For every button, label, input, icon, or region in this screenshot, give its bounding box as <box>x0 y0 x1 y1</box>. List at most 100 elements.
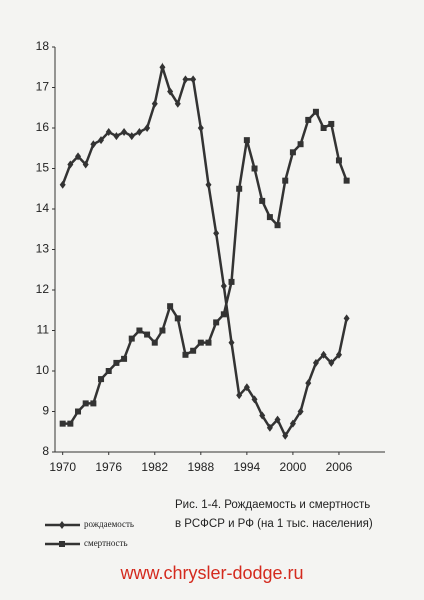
marker <box>274 415 281 424</box>
marker <box>105 128 112 137</box>
marker <box>197 124 204 132</box>
marker <box>228 338 235 347</box>
marker <box>328 120 335 127</box>
marker <box>220 311 227 318</box>
x-tick-label: 2000 <box>280 460 307 474</box>
marker <box>243 137 250 144</box>
marker <box>121 355 128 362</box>
marker <box>274 222 281 229</box>
marker <box>59 180 66 189</box>
marker <box>305 116 312 123</box>
marker <box>335 157 342 164</box>
marker <box>151 99 158 108</box>
y-tick-label: 10 <box>36 363 50 377</box>
marker <box>259 197 266 204</box>
marker <box>151 339 158 346</box>
marker <box>144 124 151 132</box>
x-tick-label: 2006 <box>326 460 353 474</box>
x-tick-label: 1976 <box>95 460 122 474</box>
marker <box>236 185 243 192</box>
marker <box>182 351 189 358</box>
y-tick-label: 15 <box>36 161 50 175</box>
x-tick-label: 1982 <box>141 460 168 474</box>
marker <box>190 347 197 354</box>
marker <box>82 400 89 407</box>
marker <box>259 411 266 420</box>
y-tick-label: 13 <box>36 242 50 256</box>
legend-label: смертность <box>84 538 128 548</box>
y-tick-label: 16 <box>36 120 50 134</box>
marker <box>59 420 66 427</box>
x-tick-label: 1994 <box>234 460 261 474</box>
marker <box>320 125 327 131</box>
marker <box>243 383 250 392</box>
marker <box>328 358 335 367</box>
marker <box>266 423 273 432</box>
marker <box>297 141 304 148</box>
marker <box>266 214 273 221</box>
y-tick-label: 11 <box>37 323 50 337</box>
marker <box>182 75 189 84</box>
marker <box>282 431 289 440</box>
marker <box>113 359 120 366</box>
caption: Рис. 1-4. Рождаемость и смертность <box>175 499 370 511</box>
legend-label: рождаемость <box>84 519 134 529</box>
marker <box>98 376 105 383</box>
marker <box>113 132 120 141</box>
y-tick-label: 8 <box>42 444 49 458</box>
marker <box>297 407 304 416</box>
y-tick-label: 14 <box>36 201 50 215</box>
watermark: www.chrysler-dodge.ru <box>119 563 303 583</box>
y-tick-label: 17 <box>36 80 50 94</box>
marker <box>174 315 181 322</box>
marker <box>289 419 296 428</box>
marker <box>251 395 258 404</box>
marker <box>159 63 166 72</box>
marker <box>251 165 258 172</box>
marker <box>343 177 350 184</box>
marker <box>121 128 128 137</box>
marker <box>205 180 212 189</box>
marker <box>213 319 220 326</box>
marker <box>136 128 143 137</box>
marker <box>167 87 174 96</box>
marker <box>128 132 135 141</box>
marker <box>67 420 74 427</box>
marker <box>320 350 327 359</box>
marker <box>105 368 112 374</box>
marker <box>98 136 105 145</box>
y-tick-label: 18 <box>36 39 50 53</box>
marker <box>90 140 97 149</box>
marker <box>282 177 289 184</box>
caption: в РСФСР и РФ (на 1 тыс. населения) <box>175 518 373 530</box>
marker <box>59 541 65 547</box>
x-tick-label: 1970 <box>49 460 76 474</box>
marker <box>236 391 243 400</box>
marker <box>312 108 319 115</box>
x-tick-label: 1988 <box>187 460 214 474</box>
marker <box>159 327 166 334</box>
marker <box>197 339 204 346</box>
marker <box>335 350 342 359</box>
marker <box>205 339 212 346</box>
marker <box>59 521 65 529</box>
marker <box>312 358 319 367</box>
marker <box>305 379 312 388</box>
marker <box>220 281 227 290</box>
marker <box>167 303 174 310</box>
marker <box>228 278 235 285</box>
marker <box>67 160 74 169</box>
marker <box>75 152 82 161</box>
y-tick-label: 12 <box>36 282 50 296</box>
marker <box>174 99 181 108</box>
marker <box>343 314 350 323</box>
series-line <box>61 62 348 439</box>
marker <box>90 400 97 407</box>
marker <box>75 408 82 415</box>
marker <box>144 331 151 338</box>
marker <box>213 229 220 238</box>
y-tick-label: 9 <box>42 404 49 418</box>
marker <box>82 160 89 169</box>
marker <box>128 335 135 342</box>
